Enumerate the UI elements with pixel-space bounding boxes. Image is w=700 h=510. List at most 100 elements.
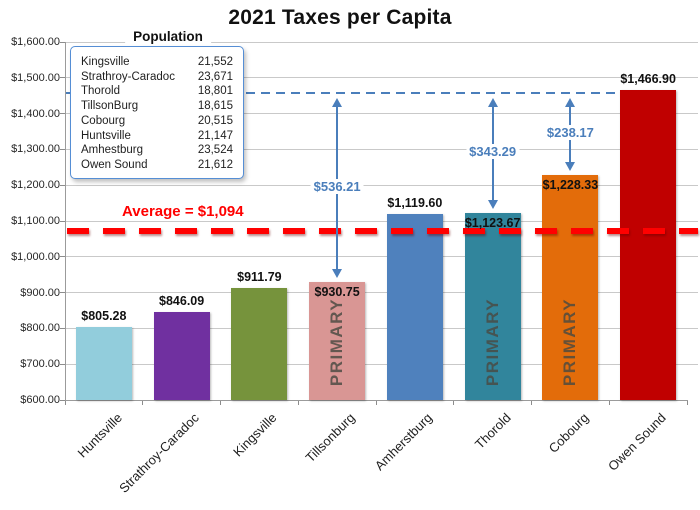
- gridline: [65, 184, 698, 186]
- average-line-label: Average = $1,094: [122, 203, 244, 221]
- y-axis-label: $1,400.00: [11, 107, 60, 120]
- average-dashed-line: [67, 228, 698, 235]
- x-axis-tick: [297, 401, 299, 405]
- legend-row: Owen Sound 21,612: [81, 158, 233, 173]
- x-axis-category-label: Thorold: [471, 410, 514, 452]
- legend-box: Kingsville 21,552 Strathroy-Caradoc 23,671 T…: [70, 46, 244, 179]
- bar-tillsonburg: [309, 281, 366, 400]
- arrow-up-head: [332, 97, 343, 107]
- y-axis-tick: [60, 148, 65, 150]
- y-axis-label: $1,000.00: [11, 250, 60, 263]
- primary-overlay-label: PRIMARY: [482, 297, 502, 387]
- x-axis-tick: [453, 401, 455, 405]
- bar-value-label: $805.28: [81, 308, 127, 323]
- legend-municipality-name: Kingsville: [81, 56, 130, 68]
- y-axis-label: $600.00: [20, 394, 60, 406]
- bar-value-label: $1,466.90: [620, 71, 676, 86]
- legend-row: Kingsville 21,552: [81, 55, 233, 70]
- x-axis-category-label: Owen Sound: [604, 410, 669, 474]
- bar-value-label: $911.79: [237, 270, 282, 285]
- legend-title: Population: [125, 29, 211, 44]
- y-axis-label: $700.00: [20, 358, 60, 371]
- legend-row: Amhestburg 23,524: [81, 143, 233, 158]
- gridline: [65, 148, 698, 150]
- y-axis-tick: [60, 399, 65, 401]
- legend-row: Huntsville 21,147: [81, 129, 233, 144]
- x-axis-tick: [375, 401, 377, 405]
- arrow-up-head: [565, 97, 576, 107]
- x-axis-line: [65, 400, 688, 401]
- legend-population-value: 18,615: [197, 100, 233, 113]
- legend-row: Thorold 18,801: [81, 84, 233, 99]
- legend-municipality-name: Huntsville: [81, 129, 131, 142]
- bar-value-label: $930.75: [314, 284, 360, 299]
- x-axis-tick: [531, 401, 532, 405]
- gridline: [65, 292, 698, 294]
- x-axis-category-label: Tillsonburg: [302, 410, 358, 466]
- reference-dashed-line: [66, 91, 621, 94]
- x-axis-tick: [142, 401, 144, 405]
- arrow-down-head: [565, 162, 576, 172]
- gridline: [65, 363, 698, 365]
- arrow-down-head: [487, 199, 498, 209]
- legend-population-value: 20,515: [197, 114, 233, 127]
- bar-value-label: $846.09: [159, 293, 205, 308]
- gridline: [65, 113, 698, 115]
- y-axis-tick: [60, 41, 65, 43]
- x-axis-tick: [220, 401, 221, 405]
- legend-row: TillsonBurg 18,615: [81, 99, 233, 114]
- bar-thorold: [464, 212, 521, 400]
- y-axis-label: $1,600.00: [11, 36, 60, 48]
- legend-rows: Kingsville 21,552 Strathroy-Caradoc 23,671 T…: [81, 55, 233, 173]
- legend-municipality-name: Strathroy-Caradoc: [81, 70, 175, 83]
- difference-arrow-label: $343.29: [466, 144, 520, 160]
- bar-value-label: $1,123.67: [464, 215, 521, 230]
- gridline: [65, 220, 698, 222]
- legend-row: Strathroy-Caradoc 23,671: [81, 70, 233, 85]
- legend-population-value: 21,612: [197, 158, 233, 171]
- arrow-down-head: [332, 268, 343, 278]
- difference-arrow-label: $536.21: [310, 178, 364, 194]
- legend-population-value: 23,524: [197, 144, 233, 157]
- y-axis-line: [65, 42, 66, 400]
- y-axis-tick: [60, 292, 65, 294]
- gridline: [65, 327, 698, 329]
- bar-value-label: $1,228.33: [542, 178, 599, 193]
- legend-population-value: 23,671: [197, 70, 233, 83]
- bar-value-label: $1,119.60: [387, 195, 443, 210]
- bar-amherstburg: [386, 213, 443, 400]
- gridline: [65, 256, 698, 258]
- bar-strathroy-caradoc: [153, 311, 210, 400]
- y-axis-label: $1,500.00: [11, 71, 60, 84]
- bar-cobourg: [542, 175, 599, 400]
- legend-population-value: 18,801: [197, 85, 233, 98]
- y-axis-label: $1,100.00: [11, 215, 60, 227]
- gridline: [65, 41, 698, 43]
- x-axis-category-label: Amherstburg: [372, 410, 436, 474]
- y-axis-tick: [60, 327, 65, 329]
- chart-title: 2021 Taxes per Capita: [228, 6, 452, 29]
- bar-huntsville: [75, 326, 132, 400]
- y-axis-label: $800.00: [20, 322, 60, 335]
- x-axis-tick: [64, 401, 66, 405]
- primary-overlay-label: PRIMARY: [560, 297, 580, 387]
- legend-municipality-name: Amhestburg: [81, 144, 144, 157]
- gridline: [65, 77, 698, 79]
- y-axis-tick: [60, 113, 65, 115]
- legend-municipality-name: Thorold: [81, 85, 120, 98]
- bar-kingsville: [231, 288, 288, 400]
- y-axis-label: $1,300.00: [11, 143, 60, 156]
- legend-row: Cobourg 20,515: [81, 114, 233, 129]
- x-axis-category-label: Kingsville: [230, 410, 280, 460]
- bar-owen-sound: [620, 89, 677, 400]
- legend-municipality-name: TillsonBurg: [81, 100, 139, 113]
- y-axis-tick: [60, 256, 65, 258]
- legend-municipality-name: Cobourg: [81, 114, 126, 127]
- legend-municipality-name: Owen Sound: [81, 158, 148, 171]
- x-axis-category-label: Cobourg: [545, 410, 591, 456]
- y-axis-label: $900.00: [20, 286, 60, 299]
- y-axis-tick: [60, 363, 65, 365]
- legend-population-value: 21,552: [197, 56, 233, 68]
